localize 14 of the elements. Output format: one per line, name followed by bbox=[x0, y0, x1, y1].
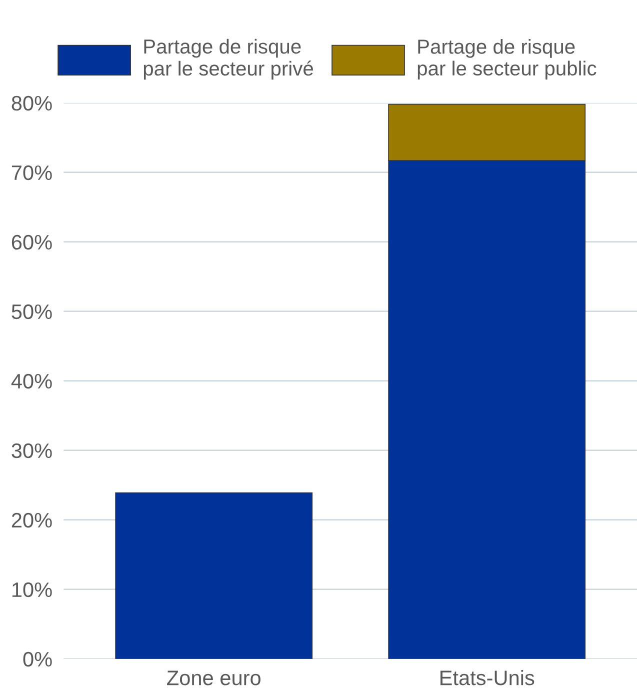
y-tick-label: 50% bbox=[12, 304, 52, 320]
legend-label: Partage de risque par le secteur public bbox=[418, 39, 596, 80]
y-tick-label: 30% bbox=[12, 443, 52, 458]
y-tick-label: 20% bbox=[12, 512, 52, 528]
y-tick-label: 60% bbox=[12, 234, 52, 250]
y-tick-label: 40% bbox=[11, 374, 52, 389]
legend-label: Partage de risque par le secteur privé bbox=[144, 38, 313, 80]
y-tick-label: 70% bbox=[12, 165, 52, 180]
x-tick-label: Zone euro bbox=[167, 670, 260, 686]
bar bbox=[115, 492, 313, 659]
y-tick-label: 10% bbox=[12, 582, 52, 598]
x-tick-label: Etats-Unis bbox=[440, 670, 534, 686]
y-tick-label: 0% bbox=[23, 652, 52, 667]
y-tick-label: 80% bbox=[12, 96, 52, 111]
